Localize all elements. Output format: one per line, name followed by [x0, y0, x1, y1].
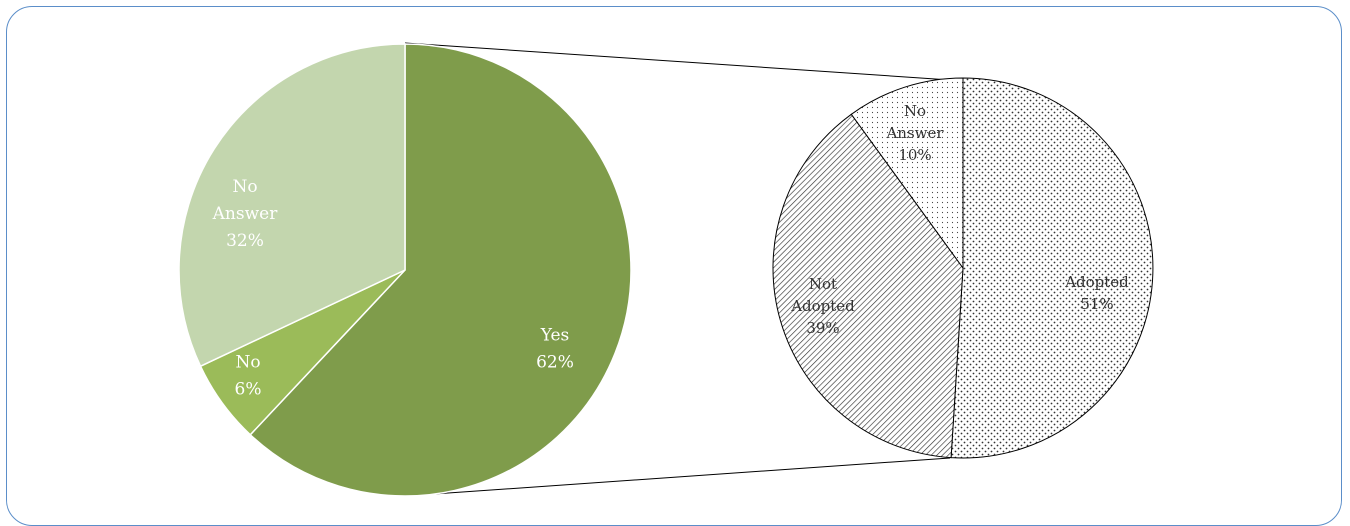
pie1-label-yes: Yes 62% [536, 326, 574, 373]
pie2-slice-no-answer [850, 77, 964, 270]
pie2-slice-not-adopted [772, 113, 964, 459]
main-pie [178, 43, 632, 497]
pie-of-pie-chart: Yes 62% No 6% No Answer 32% Adopted 51% Not Adopte… [178, 42, 1154, 497]
secondary-pie [772, 77, 1154, 459]
slice-labels: Yes 62% No 6% No Answer 32% Adopted 51% Not Adopte… [212, 102, 1130, 400]
connector-line-top [404, 42, 951, 81]
pie1-label-no: No 6% [235, 353, 262, 400]
connector-line-bottom [404, 457, 951, 497]
pie2-label-no-answer: No Answer 10% [885, 102, 944, 164]
pie2-label-adopted: Adopted 51% [1064, 273, 1129, 313]
pie1-slice-yes [249, 43, 632, 497]
pie2-slice-adopted [950, 77, 1154, 459]
pie1-slice-no-answer [178, 43, 406, 368]
pie2-label-not-adopted: Not Adopted 39% [790, 275, 855, 337]
pie1-label-no-answer: No Answer 32% [212, 177, 279, 251]
